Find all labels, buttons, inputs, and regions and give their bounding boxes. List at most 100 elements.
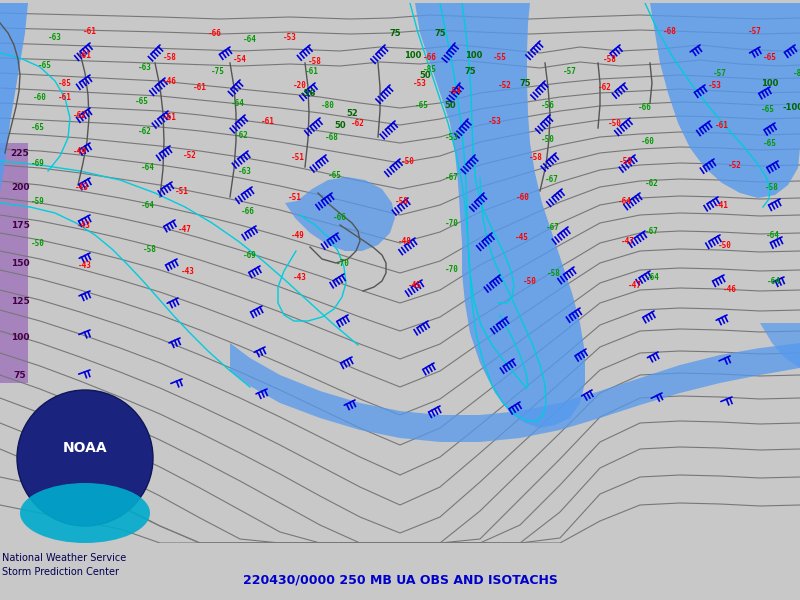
- Text: -51: -51: [288, 193, 302, 202]
- Text: 75: 75: [434, 28, 446, 37]
- Text: -85: -85: [423, 65, 437, 74]
- Polygon shape: [415, 3, 585, 428]
- Text: 200: 200: [10, 184, 30, 193]
- Text: -58: -58: [395, 197, 409, 206]
- Text: -80: -80: [321, 100, 335, 109]
- Text: -50: -50: [718, 241, 732, 251]
- Text: -65: -65: [135, 97, 149, 106]
- Text: -58: -58: [765, 182, 779, 191]
- Text: -53: -53: [488, 116, 502, 125]
- Text: -57: -57: [713, 68, 727, 77]
- Text: -56: -56: [300, 88, 316, 97]
- Text: Storm Prediction Center: Storm Prediction Center: [2, 567, 119, 577]
- Text: -68: -68: [325, 133, 339, 142]
- Text: -56: -56: [541, 100, 555, 109]
- Text: -43: -43: [77, 220, 91, 229]
- Text: 50: 50: [444, 100, 456, 109]
- Text: -66: -66: [333, 214, 347, 223]
- Text: -45: -45: [515, 233, 529, 242]
- Circle shape: [17, 390, 153, 526]
- Text: -52: -52: [728, 160, 742, 169]
- Text: -20: -20: [293, 82, 307, 91]
- Polygon shape: [285, 177, 395, 251]
- Text: 75: 75: [14, 370, 26, 379]
- Text: -46: -46: [723, 284, 737, 293]
- Text: -58: -58: [308, 56, 322, 65]
- Text: -63: -63: [138, 64, 152, 73]
- Text: -58: -58: [603, 55, 617, 64]
- Polygon shape: [0, 3, 28, 193]
- Text: 100: 100: [10, 334, 30, 343]
- Text: -67: -67: [645, 226, 659, 235]
- Text: NOAA: NOAA: [62, 441, 107, 455]
- Text: -49: -49: [291, 232, 305, 241]
- Text: -64: -64: [646, 272, 660, 281]
- Text: -66: -66: [241, 208, 255, 217]
- Text: -64: -64: [231, 98, 245, 107]
- Text: -67: -67: [546, 223, 560, 232]
- Text: 75: 75: [389, 28, 401, 37]
- Text: National Weather Service: National Weather Service: [2, 553, 126, 563]
- Text: -48: -48: [398, 238, 412, 247]
- Text: -69: -69: [31, 158, 45, 167]
- Text: -62: -62: [73, 110, 87, 119]
- Text: 75: 75: [519, 79, 531, 88]
- Text: -57: -57: [748, 26, 762, 35]
- Text: 75: 75: [464, 67, 476, 76]
- Text: -54: -54: [233, 55, 247, 64]
- Text: -57: -57: [563, 67, 577, 76]
- Text: 100: 100: [404, 50, 422, 59]
- Text: -43: -43: [78, 260, 92, 269]
- Text: 125: 125: [10, 296, 30, 305]
- Text: -70: -70: [445, 218, 459, 227]
- Text: -66: -66: [423, 52, 437, 61]
- Text: -55: -55: [493, 53, 507, 62]
- Text: -50: -50: [608, 118, 622, 127]
- Text: -50: -50: [401, 157, 415, 166]
- Text: -52: -52: [183, 151, 197, 160]
- Text: -53: -53: [445, 133, 459, 142]
- Text: 52: 52: [346, 109, 358, 118]
- Text: -100: -100: [782, 103, 800, 113]
- Text: -47: -47: [621, 238, 635, 247]
- Text: -65: -65: [763, 139, 777, 148]
- Text: -50: -50: [523, 277, 537, 286]
- Ellipse shape: [20, 483, 150, 543]
- Text: -61: -61: [261, 116, 275, 125]
- Text: -65: -65: [38, 61, 52, 70]
- Text: -65: -65: [415, 100, 429, 109]
- Text: -62: -62: [351, 118, 365, 127]
- Text: -63: -63: [238, 166, 252, 175]
- Text: -65: -65: [761, 104, 775, 113]
- Text: -69: -69: [243, 251, 257, 260]
- Text: -45: -45: [408, 280, 422, 289]
- Text: -61: -61: [58, 94, 72, 103]
- Text: -43: -43: [293, 274, 307, 283]
- Text: -46: -46: [163, 76, 177, 85]
- Text: -54: -54: [448, 86, 462, 95]
- Text: 100: 100: [466, 50, 482, 59]
- Text: -63: -63: [48, 34, 62, 43]
- Text: -66: -66: [638, 103, 652, 112]
- Text: -49: -49: [73, 146, 87, 155]
- Polygon shape: [760, 323, 800, 368]
- Bar: [0, 143, 28, 383]
- Text: -61: -61: [163, 113, 177, 122]
- Text: -61: -61: [83, 26, 97, 35]
- Text: 220430/0000 250 MB UA OBS AND ISOTACHS: 220430/0000 250 MB UA OBS AND ISOTACHS: [242, 574, 558, 587]
- Polygon shape: [230, 343, 800, 442]
- Text: -61: -61: [715, 121, 729, 130]
- Text: -58: -58: [143, 245, 157, 253]
- Text: -61: -61: [193, 83, 207, 92]
- Text: -64: -64: [618, 197, 632, 206]
- Text: 175: 175: [10, 220, 30, 229]
- Text: -53: -53: [708, 80, 722, 89]
- Text: -60: -60: [516, 193, 530, 202]
- Text: -66: -66: [208, 28, 222, 37]
- Text: -59: -59: [31, 196, 45, 205]
- Text: -61: -61: [78, 50, 92, 59]
- Text: 50: 50: [419, 70, 431, 79]
- Text: -53: -53: [283, 34, 297, 43]
- Text: -51: -51: [175, 187, 189, 196]
- Text: -62: -62: [598, 83, 612, 92]
